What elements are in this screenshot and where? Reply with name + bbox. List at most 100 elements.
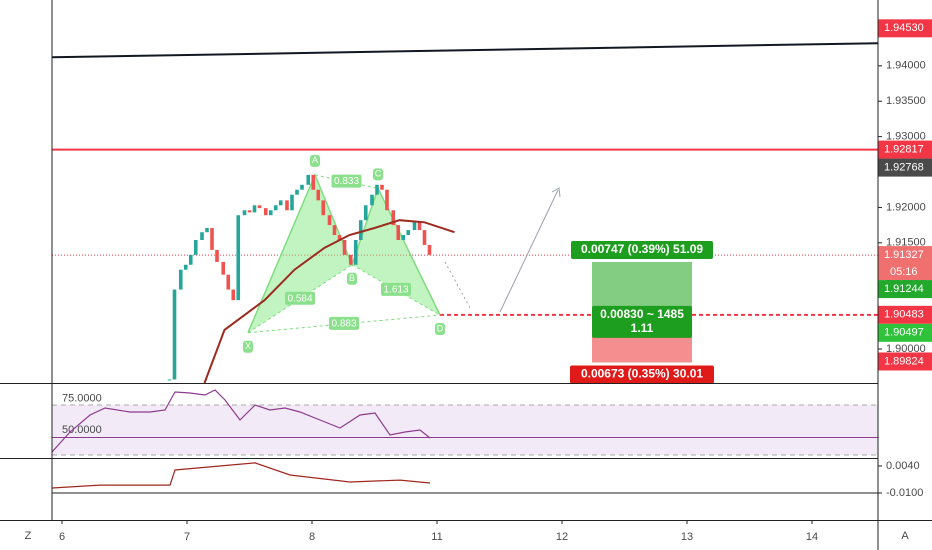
price-tag [878,305,932,324]
price-tag-label: 1.92817 [884,143,924,155]
ratio-box [285,291,315,305]
ratio-label: 1.11 [631,321,654,335]
candle [385,189,389,211]
point-box [435,323,445,336]
candle [321,200,326,216]
x-tick-label: 6 [59,531,65,543]
candle [242,210,247,216]
pattern-fill [248,174,352,333]
candle [327,215,332,226]
point-label: A [312,155,318,165]
rsi-band [52,405,878,455]
price-tag-label: 1.94530 [884,22,924,34]
candle [231,289,236,301]
candle [396,225,401,240]
y-tick-label: 1.90000 [886,343,926,355]
candle [306,174,311,185]
y-tick-label: 1.94000 [886,60,926,72]
candle [200,232,204,240]
point-box [243,340,253,353]
ratio-box [381,282,411,296]
label-box [592,305,692,338]
candle [427,244,432,255]
candle [278,200,283,206]
candle [285,200,289,211]
price-tag-label: 1.92768 [884,161,924,173]
plot: 1.940001.935001.930001.920001.915001.910… [51,19,932,543]
candle [353,239,358,265]
candle [183,264,188,270]
ratio-label: 0.883 [331,319,356,330]
candle [263,208,268,216]
candle [205,227,209,233]
y-tick-label: 1.91500 [886,237,926,249]
ratio-label: 0.584 [287,293,312,304]
ratio-box [331,174,362,188]
candle [417,222,422,231]
candle [375,184,379,195]
price-tag [878,246,932,281]
corner-label[interactable]: Z [25,530,32,542]
candle [358,220,363,240]
candle [193,239,198,255]
candle [236,215,241,301]
candle [401,235,406,240]
candle [257,205,262,209]
price-tag [878,19,932,38]
point-label: C [375,169,382,179]
candle [273,205,278,211]
candle [178,269,183,290]
price-tag [878,158,932,177]
candle [337,235,342,240]
candle [210,227,214,250]
x-tick-label: 11 [431,531,442,543]
candle [252,205,257,213]
candle [316,189,321,201]
label-box [570,365,714,384]
candle [268,210,273,216]
candle [380,184,384,190]
moving-average [203,219,455,384]
candle [167,379,172,381]
ratio-label: 0.833 [334,176,359,187]
corner-label[interactable]: A [901,530,909,542]
arrow-head [551,187,561,198]
price-tag [878,323,932,342]
candle [226,274,231,290]
osc-tick-label: -0.0100 [886,487,923,499]
candle [370,194,374,206]
countdown: 05:16 [890,266,918,278]
candle [290,194,294,211]
candle [247,210,252,213]
candle [412,222,417,231]
price-tag-label: 1.90497 [884,327,924,339]
price-tag [878,140,932,159]
x-tick-label: 7 [184,531,190,543]
point-label: B [349,273,355,283]
target-label: 0.00747 (0.39%) 51.09 [581,242,703,256]
ratio-box [329,316,359,330]
candle [422,230,427,245]
ratio-label: 1.613 [383,285,408,296]
price-tag [878,352,932,371]
center-label: 0.00830 ~ 1485 [600,307,684,321]
candle [332,225,337,236]
point-label: X [245,341,251,351]
candle [406,230,411,236]
point-label: D [437,323,444,333]
candle [188,254,193,265]
trendline [51,42,879,59]
x-tick-label: 12 [556,531,568,543]
x-tick-label: 13 [681,531,693,543]
label-box [571,240,713,259]
pattern-fill [352,188,440,316]
candle [391,210,396,226]
candle [348,254,353,265]
candle [295,189,299,195]
candle [215,249,219,262]
osc-tick-label: 0.0040 [886,460,920,472]
x-tick-label: 14 [806,531,818,543]
y-tick-label: 1.93000 [886,131,926,143]
